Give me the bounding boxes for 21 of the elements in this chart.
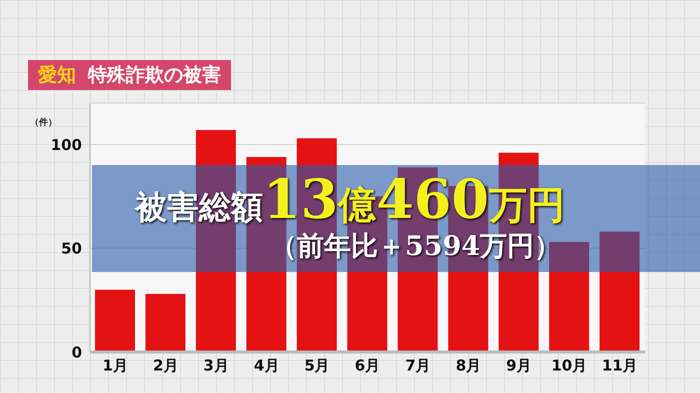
- x-tick-label: 5月: [304, 356, 330, 375]
- chart-title: 愛知: [38, 63, 76, 88]
- x-tick-label: 8月: [456, 356, 482, 375]
- x-tick-label: 10月: [551, 356, 588, 375]
- bar: [600, 232, 640, 352]
- x-tick-label: 1月: [102, 356, 128, 375]
- bar: [145, 294, 186, 352]
- chart-subtitle: 特殊詐欺の被害: [88, 63, 221, 88]
- y-tick-label: 100: [50, 136, 82, 154]
- x-tick-label: 4月: [254, 356, 280, 375]
- x-tick-label: 2月: [152, 356, 178, 375]
- bar: [95, 290, 135, 352]
- bar: [549, 242, 590, 352]
- x-tick-label: 9月: [506, 356, 532, 375]
- y-tick-label: 0: [72, 343, 82, 362]
- y-tick-label: 50: [61, 240, 82, 258]
- x-tick-label: 6月: [354, 356, 380, 375]
- x-tick-label: 11月: [602, 356, 638, 375]
- x-tick-label: 7月: [405, 356, 431, 375]
- x-tick-label: 3月: [203, 356, 229, 375]
- y-axis-title: （件）: [30, 116, 57, 129]
